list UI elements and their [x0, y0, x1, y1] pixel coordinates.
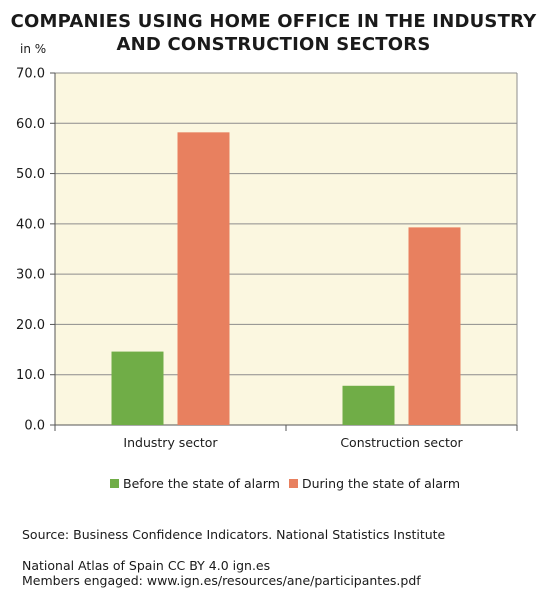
legend-label-before: Before the state of alarm — [123, 476, 280, 491]
legend-item-before: Before the state of alarm — [110, 476, 280, 491]
bar-chart: 0.0 10.0 20.0 30.0 40.0 50.0 60.0 70.0 Industry … — [16, 67, 518, 450]
chart-title-line-1: COMPANIES USING HOME OFFICE IN THE INDUS… — [10, 11, 537, 32]
y-tick-label: 40.0 — [16, 217, 45, 232]
y-tick-label: 0.0 — [24, 419, 45, 434]
y-tick-label: 50.0 — [16, 167, 45, 182]
y-axis-unit-label: in % — [20, 42, 47, 56]
legend-swatch-before — [110, 479, 119, 488]
y-tick-label: 30.0 — [16, 268, 45, 283]
bar-during-construction — [408, 227, 461, 425]
credit-line-2: Members engaged: www.ign.es/resources/an… — [22, 573, 421, 588]
legend-swatch-during — [289, 479, 298, 488]
y-tick-label: 20.0 — [16, 318, 45, 333]
chart-title-line-2: AND CONSTRUCTION SECTORS — [116, 34, 431, 55]
y-tick-label: 60.0 — [16, 117, 45, 132]
bar-before-industry — [111, 351, 164, 425]
source-note: Source: Business Confidence Indicators. … — [22, 527, 446, 542]
credit-line-1: National Atlas of Spain CC BY 4.0 ign.es — [22, 558, 271, 573]
y-tick-label: 10.0 — [16, 368, 45, 383]
x-category-label: Construction sector — [340, 435, 463, 450]
y-tick-label: 70.0 — [16, 67, 45, 82]
bar-before-construction — [342, 385, 395, 425]
legend-item-during: During the state of alarm — [289, 476, 460, 491]
bar-during-industry — [177, 132, 230, 425]
chart-title: COMPANIES USING HOME OFFICE IN THE INDUS… — [0, 10, 547, 56]
legend-label-during: During the state of alarm — [302, 476, 461, 491]
x-category-label: Industry sector — [123, 435, 218, 450]
